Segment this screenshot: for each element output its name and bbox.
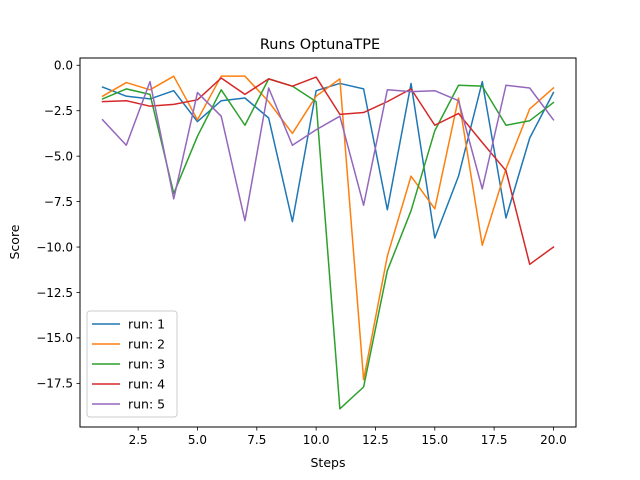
legend-label-1: run: 1	[128, 317, 165, 332]
y-tick-label: −10.0	[36, 240, 73, 254]
y-axis-ticks: 0.0 −2.5 −5.0 −7.5 −10.0 −12.5 −15.0 −17.5	[36, 59, 80, 391]
y-tick-label: 0.0	[54, 59, 73, 73]
y-tick-label: −15.0	[36, 331, 73, 345]
legend-box	[86, 310, 178, 418]
y-tick-label: −12.5	[36, 286, 73, 300]
x-tick-label: 5.0	[188, 433, 207, 447]
series-lines	[101, 75, 555, 410]
y-axis-label: Score	[7, 224, 22, 259]
x-tick-label: 12.5	[362, 433, 389, 447]
x-tick-label: 17.5	[481, 433, 508, 447]
y-tick-label: −5.0	[44, 149, 73, 163]
x-tick-label: 20.0	[540, 433, 567, 447]
legend-label-2: run: 2	[128, 337, 165, 352]
chart-title: Runs OptunaTPE	[260, 37, 380, 53]
x-tick-label: 10.0	[303, 433, 330, 447]
plot-area-frame	[79, 57, 577, 428]
y-tick-label: −7.5	[44, 195, 73, 209]
legend-label-5: run: 5	[128, 397, 165, 412]
legend-label-3: run: 3	[128, 357, 165, 372]
series-line-2	[101, 75, 555, 381]
x-tick-label: 2.5	[129, 433, 148, 447]
series-line-5	[101, 80, 555, 222]
legend: run: 1 run: 2 run: 3 run: 4 run: 5	[86, 310, 178, 418]
x-tick-label: 7.5	[247, 433, 266, 447]
y-tick-label: −2.5	[44, 104, 73, 118]
series-line-4	[101, 76, 555, 266]
x-axis-label: Steps	[311, 455, 346, 470]
x-axis-ticks: 2.5 5.0 7.5 10.0 12.5 15.0 17.5 20.0	[129, 427, 567, 447]
legend-label-4: run: 4	[128, 377, 165, 392]
x-tick-label: 15.0	[421, 433, 448, 447]
y-tick-label: −17.5	[36, 377, 73, 391]
